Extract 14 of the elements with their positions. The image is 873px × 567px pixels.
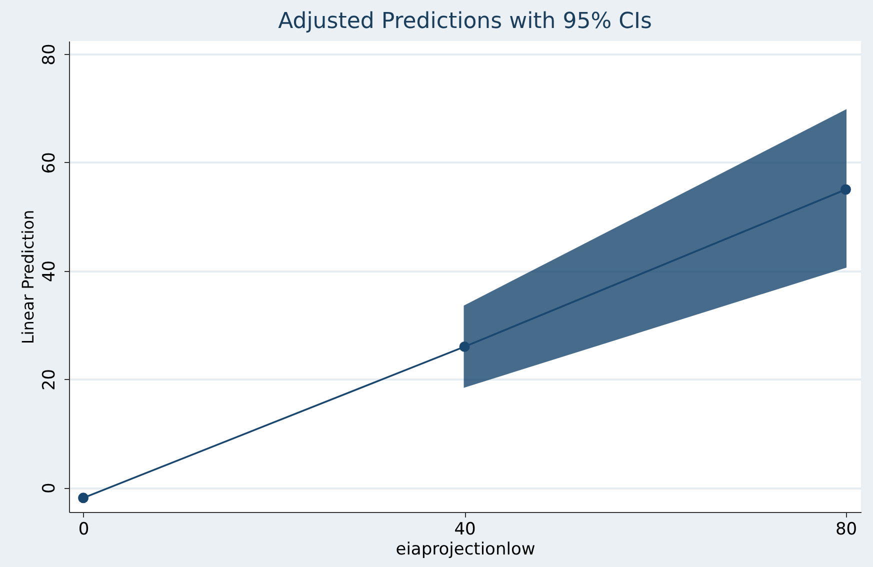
y-tick-label: 60 <box>40 152 60 174</box>
x-tick-label: 40 <box>454 520 476 540</box>
y-tick-label: 80 <box>40 44 60 66</box>
point <box>459 341 470 352</box>
y-tick-label: 20 <box>40 368 60 391</box>
chart-title: Adjusted Predictions with 95% CIs <box>278 9 652 34</box>
point <box>78 492 89 504</box>
y-tick-label: 40 <box>40 260 60 282</box>
x-tick-label: 80 <box>835 520 858 540</box>
point <box>840 184 851 195</box>
x-tick-label: 0 <box>78 520 90 540</box>
x-axis-title: eiaprojectionlow <box>396 540 536 560</box>
y-axis-title: Linear Prediction <box>18 210 38 344</box>
y-tick-label: 0 <box>40 482 60 494</box>
